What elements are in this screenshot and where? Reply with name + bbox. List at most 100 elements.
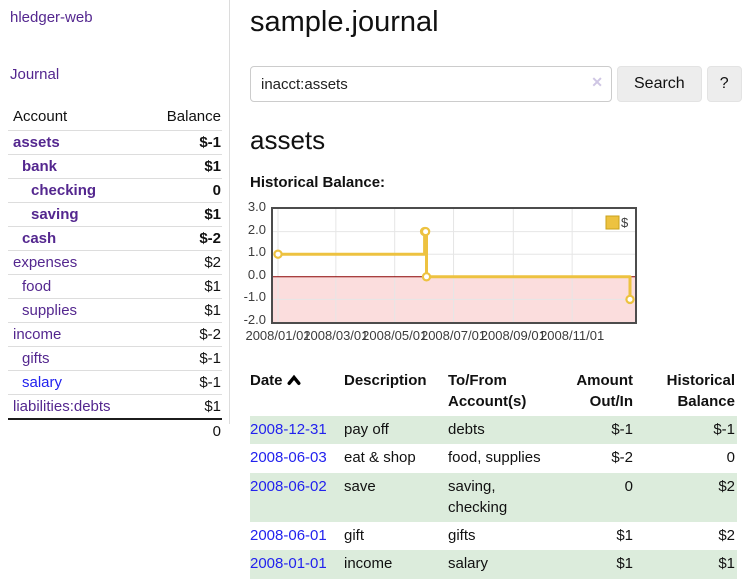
x-axis-tick-label: 2008/03/01 xyxy=(303,328,369,343)
search-box: ✕ xyxy=(250,66,612,102)
clear-search-icon[interactable]: ✕ xyxy=(591,74,603,90)
amount-column-header: Amount Out/In xyxy=(576,372,633,410)
account-link[interactable]: checking xyxy=(31,182,97,199)
account-balance: $-1 xyxy=(199,374,221,391)
account-row: liabilities:debts $1 xyxy=(8,394,222,420)
sidebar-item-journal[interactable]: Journal xyxy=(10,66,60,83)
transaction-description: pay off xyxy=(344,416,448,445)
account-link[interactable]: saving xyxy=(31,206,79,223)
account-link[interactable]: expenses xyxy=(13,254,78,271)
search-input[interactable] xyxy=(250,66,612,102)
accounts-total-balance: 0 xyxy=(212,423,221,440)
chart-legend: $ xyxy=(605,215,629,230)
accounts-header-row: Account Balance xyxy=(8,105,222,131)
transaction-description: gift xyxy=(344,527,365,545)
transaction-amount: $1 xyxy=(616,527,633,545)
account-row: salary $-1 xyxy=(8,370,222,395)
account-balance: $1 xyxy=(204,206,221,223)
chart-plot-area[interactable]: $ xyxy=(271,207,637,324)
account-link[interactable]: bank xyxy=(22,158,58,175)
account-row: expenses $2 xyxy=(8,250,222,275)
balance-column-header-register: Historical Balance xyxy=(666,372,735,410)
account-balance: $1 xyxy=(204,398,221,415)
transaction-amount: 0 xyxy=(566,472,643,523)
transaction-date-link[interactable]: 2008-06-01 xyxy=(250,527,327,545)
transaction-amount: $-1 xyxy=(566,416,643,445)
transaction-description: save xyxy=(344,472,448,523)
account-link[interactable]: assets xyxy=(13,134,60,151)
transaction-accounts: food, supplies xyxy=(448,449,541,467)
transaction-description: eat & shop xyxy=(344,449,416,467)
transaction-date-link[interactable]: 2008-12-31 xyxy=(250,421,327,438)
register-row: 2008-06-03 eat & shop food, supplies $-2 0 xyxy=(250,444,737,472)
accounts-column-header: To/From Account(s) xyxy=(448,372,527,410)
account-heading: assets xyxy=(250,125,326,155)
transaction-balance: $2 xyxy=(718,527,735,545)
page-title: sample.journal xyxy=(250,6,439,38)
x-axis-tick-label: 2008/11/01 xyxy=(540,328,605,343)
date-column-header[interactable]: Date xyxy=(250,366,344,416)
account-balance: $1 xyxy=(204,302,221,319)
account-link[interactable]: liabilities:debts xyxy=(13,398,111,415)
y-axis-tick-label: 0.0 xyxy=(247,266,266,282)
account-link[interactable]: food xyxy=(22,278,52,295)
transaction-amount: $1 xyxy=(566,550,643,579)
svg-text:$: $ xyxy=(621,215,629,230)
help-button[interactable]: ? xyxy=(706,66,742,102)
transaction-balance: $-1 xyxy=(643,416,737,445)
accounts-total-row: 0 xyxy=(8,419,222,443)
account-row: checking 0 xyxy=(8,178,222,203)
search-form: ✕ Search ? xyxy=(250,66,742,102)
account-balance: $-2 xyxy=(199,326,221,343)
transaction-accounts: gifts xyxy=(448,527,476,545)
account-balance: $1 xyxy=(204,278,221,295)
account-link[interactable]: gifts xyxy=(22,350,50,367)
account-link[interactable]: supplies xyxy=(22,302,78,319)
register-row: 2008-06-02 save saving, checking 0 $2 xyxy=(250,472,737,523)
transaction-date-link[interactable]: 2008-01-01 xyxy=(250,555,327,573)
x-axis-tick-label: 2008/05/01 xyxy=(362,328,428,343)
account-balance: $2 xyxy=(204,254,221,271)
register-row: 2008-06-01 gift gifts $1 $2 xyxy=(250,522,737,550)
transaction-balance: 0 xyxy=(726,449,735,467)
account-row: income $-2 xyxy=(8,322,222,347)
y-axis-tick-label: -2.0 xyxy=(243,312,266,327)
transaction-accounts: saving, checking xyxy=(448,472,566,523)
chart-title: Historical Balance: xyxy=(250,174,386,191)
search-button[interactable]: Search xyxy=(617,66,702,102)
account-link[interactable]: income xyxy=(13,326,62,343)
account-link[interactable]: cash xyxy=(22,230,57,247)
account-row: assets $-1 xyxy=(8,130,222,155)
y-axis-tick-label: -1.0 xyxy=(243,289,266,305)
account-row: gifts $-1 xyxy=(8,346,222,371)
register-row: 2008-12-31 pay off debts $-1 $-1 xyxy=(250,416,737,445)
transaction-amount: $-2 xyxy=(611,449,633,467)
transaction-description: income xyxy=(344,550,448,579)
account-link[interactable]: salary xyxy=(22,374,63,391)
account-row: cash $-2 xyxy=(8,226,222,251)
transaction-accounts: salary xyxy=(448,550,566,579)
account-balance: $-1 xyxy=(199,350,221,367)
account-balance: $-1 xyxy=(199,134,221,151)
historical-balance-chart: $ 3.0 2.0 1.0 0.0 -1.0 -2.0 2008/01/01 2008/03/… xyxy=(244,199,742,348)
balance-column-header: Balance xyxy=(166,108,221,125)
app-title-link[interactable]: hledger-web xyxy=(10,9,93,26)
x-axis-tick-label: 2008/01/01 xyxy=(245,328,311,343)
account-balance: $-2 xyxy=(199,230,221,247)
description-column-header: Description xyxy=(344,372,427,389)
account-row: food $1 xyxy=(8,274,222,299)
register-header-row: Date Description To/From Account(s) Amou… xyxy=(250,366,737,416)
transaction-balance: $2 xyxy=(643,472,737,523)
account-balance: $1 xyxy=(204,158,221,175)
account-row: supplies $1 xyxy=(8,298,222,323)
accounts-table: Account Balance assets $-1 bank $1 checking 0… xyxy=(8,105,222,443)
sidebar: hledger-web Journal Account Balance asse… xyxy=(0,0,230,440)
account-row: saving $1 xyxy=(8,202,222,227)
register-table: Date Description To/From Account(s) Amou… xyxy=(250,366,737,579)
account-balance: 0 xyxy=(212,182,221,199)
main-content: sample.journal ✕ Search ? assets Histori… xyxy=(244,0,742,579)
transaction-date-link[interactable]: 2008-06-02 xyxy=(250,477,327,495)
y-axis-tick-label: 3.0 xyxy=(247,199,266,214)
transaction-date-link[interactable]: 2008-06-03 xyxy=(250,449,327,467)
